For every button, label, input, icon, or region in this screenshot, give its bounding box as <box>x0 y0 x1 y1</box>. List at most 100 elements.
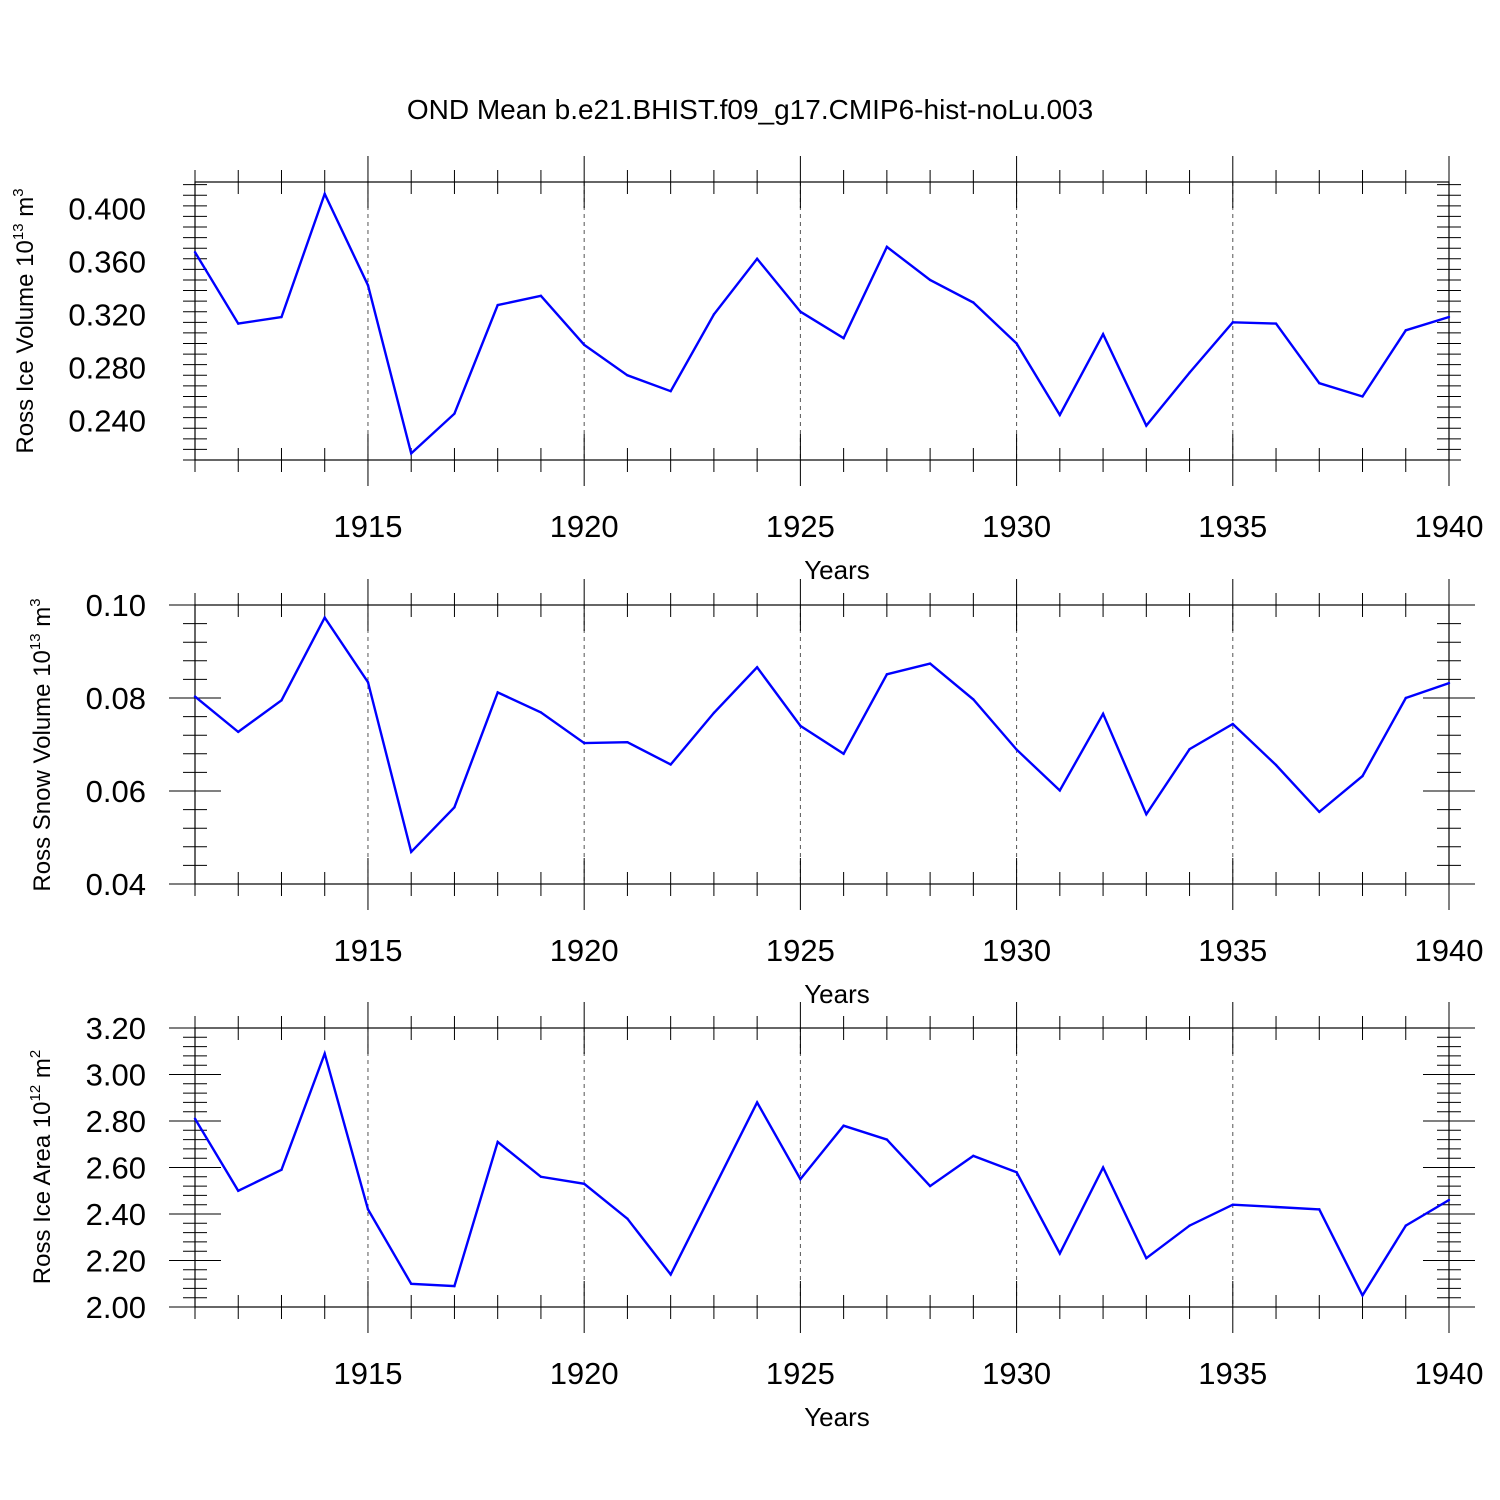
data-point <box>496 303 499 307</box>
data-point <box>1361 774 1364 778</box>
data-point <box>582 343 586 347</box>
plot-frame <box>194 1027 1450 1308</box>
data-point <box>453 1284 456 1288</box>
data-point <box>1188 1224 1191 1227</box>
data-point <box>712 1187 716 1190</box>
data-point <box>842 1124 845 1127</box>
data-point <box>582 1182 586 1185</box>
data-point <box>237 730 240 734</box>
data-point <box>496 691 499 694</box>
series-line <box>194 615 1450 855</box>
data-point <box>928 662 932 665</box>
data-point <box>972 1154 975 1158</box>
y-tick-label: 0.10 <box>86 588 146 623</box>
data-point <box>453 806 456 809</box>
x-tick-label: 1935 <box>1198 933 1267 968</box>
y-tick-label: 3.20 <box>86 1011 146 1046</box>
data-point <box>1231 1203 1234 1206</box>
x-axis-title: Years <box>804 979 870 1009</box>
data-point <box>1404 1224 1407 1227</box>
data-point <box>1188 747 1191 751</box>
x-tick-label: 1940 <box>1415 933 1484 968</box>
data-point <box>1015 1170 1018 1174</box>
x-tick-label: 1915 <box>333 509 402 544</box>
x-tick-label: 1935 <box>1198 509 1267 544</box>
data-point <box>453 412 456 415</box>
data-point <box>366 284 370 287</box>
y-tick-label: 2.60 <box>86 1151 146 1186</box>
data-point <box>1101 712 1105 716</box>
y-tick-label: 3.00 <box>86 1058 146 1093</box>
x-tick-label: 1925 <box>766 1356 835 1391</box>
x-tick-label: 1920 <box>550 933 619 968</box>
data-point <box>755 666 759 669</box>
data-point <box>1058 413 1062 417</box>
x-tick-label: 1930 <box>982 1356 1051 1391</box>
x-tick-label: 1940 <box>1415 509 1484 544</box>
data-point <box>1318 382 1321 385</box>
y-tick-label: 0.04 <box>86 867 146 902</box>
data-point <box>1274 763 1278 767</box>
data-point <box>1404 329 1407 332</box>
data-point <box>1101 1166 1105 1169</box>
data-point <box>799 1177 802 1181</box>
y-tick-label: 2.20 <box>86 1244 146 1279</box>
page-title: OND Mean b.e21.BHIST.f09_g17.CMIP6-hist-… <box>407 94 1093 125</box>
x-tick-label: 1925 <box>766 933 835 968</box>
x-tick-label: 1920 <box>550 1356 619 1391</box>
data-point <box>1361 395 1364 398</box>
x-tick-label: 1930 <box>982 509 1051 544</box>
y-tick-label: 0.06 <box>86 774 146 809</box>
x-axis-title: Years <box>804 555 870 585</box>
data-point <box>626 1217 629 1220</box>
y-tick-label: 0.360 <box>68 244 146 279</box>
data-point <box>1145 813 1148 816</box>
data-point <box>366 680 370 684</box>
data-point <box>410 850 413 854</box>
data-point <box>669 1273 672 1276</box>
data-point <box>1231 321 1234 324</box>
x-tick-label: 1920 <box>550 509 619 544</box>
data-point <box>193 250 197 254</box>
y-tick-label: 0.320 <box>68 297 146 332</box>
data-point <box>1015 748 1018 751</box>
data-point <box>626 374 629 377</box>
data-point <box>1447 681 1451 685</box>
data-point <box>885 673 889 676</box>
data-point <box>669 763 672 766</box>
data-point <box>496 1140 499 1144</box>
data-point <box>842 752 845 755</box>
data-point <box>237 322 240 325</box>
data-point <box>193 1117 197 1120</box>
data-point <box>539 294 543 298</box>
data-point <box>280 699 283 702</box>
data-point <box>1274 1205 1278 1209</box>
y-tick-label: 2.80 <box>86 1104 146 1139</box>
data-point <box>755 1101 759 1104</box>
data-point <box>799 724 802 728</box>
data-point <box>1145 424 1148 427</box>
data-point <box>1447 1198 1451 1202</box>
data-point <box>799 310 802 313</box>
plot-frame <box>194 181 1450 461</box>
panel-2: 1915 1920 1925 1930 1935 1940 0.04 0.06 0.08 0.10… <box>27 579 1483 1009</box>
data-point <box>1058 1252 1062 1255</box>
series-line <box>193 190 1450 456</box>
data-point <box>539 711 543 714</box>
data-point <box>323 1052 326 1055</box>
data-point <box>410 452 413 455</box>
y-tick-label: 0.240 <box>68 403 146 438</box>
data-point <box>669 389 672 393</box>
x-tick-label: 1935 <box>1198 1356 1267 1391</box>
data-point <box>582 741 586 745</box>
y-tick-label: 0.280 <box>68 350 146 385</box>
data-point <box>323 192 326 196</box>
data-point <box>1058 789 1062 792</box>
data-point <box>755 257 759 260</box>
data-point <box>626 740 629 744</box>
plot-frame <box>194 604 1450 885</box>
data-point <box>712 711 716 715</box>
x-tick-label: 1915 <box>333 1356 402 1391</box>
data-point <box>712 313 716 316</box>
